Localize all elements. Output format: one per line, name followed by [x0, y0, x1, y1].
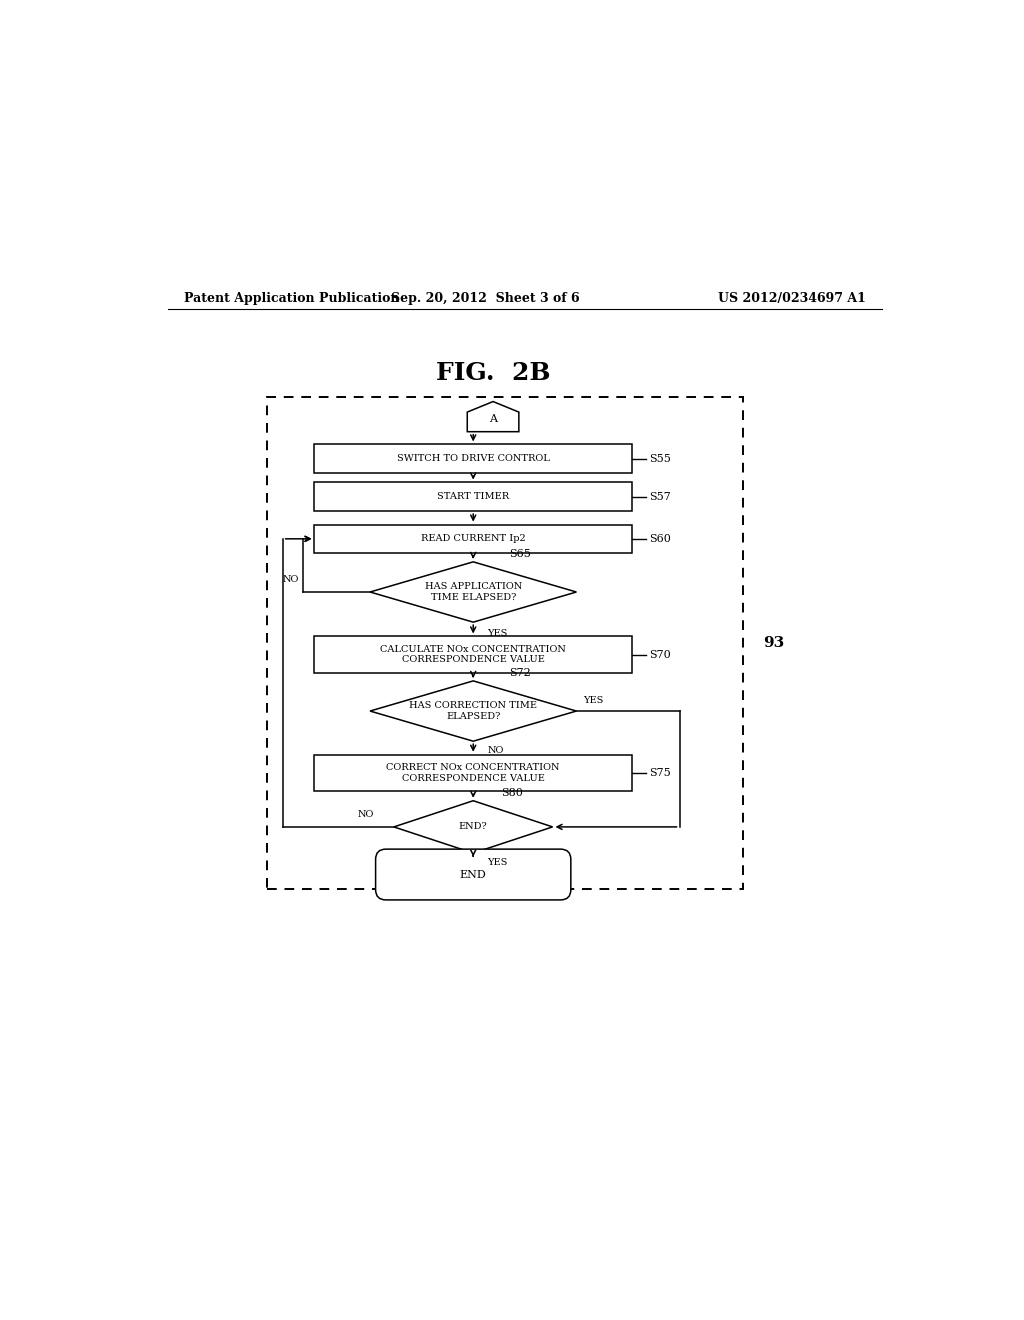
Text: Sep. 20, 2012  Sheet 3 of 6: Sep. 20, 2012 Sheet 3 of 6	[391, 292, 580, 305]
Text: S80: S80	[501, 788, 523, 797]
Text: 93: 93	[763, 636, 784, 649]
Text: HAS CORRECTION TIME
ELAPSED?: HAS CORRECTION TIME ELAPSED?	[410, 701, 538, 721]
Text: NO: NO	[357, 810, 374, 818]
Text: S57: S57	[649, 492, 671, 502]
Text: NO: NO	[283, 576, 299, 583]
Text: READ CURRENT Ip2: READ CURRENT Ip2	[421, 535, 525, 544]
Text: S55: S55	[649, 454, 672, 463]
FancyBboxPatch shape	[314, 483, 632, 511]
Text: YES: YES	[487, 858, 508, 867]
Text: US 2012/0234697 A1: US 2012/0234697 A1	[718, 292, 866, 305]
Text: S72: S72	[509, 668, 531, 677]
Polygon shape	[394, 801, 553, 853]
Text: S65: S65	[509, 549, 531, 558]
FancyBboxPatch shape	[314, 755, 632, 791]
Text: YES: YES	[487, 628, 508, 638]
Polygon shape	[370, 681, 577, 742]
Text: HAS APPLICATION
TIME ELAPSED?: HAS APPLICATION TIME ELAPSED?	[425, 582, 522, 602]
FancyBboxPatch shape	[314, 524, 632, 553]
Polygon shape	[467, 401, 519, 432]
Text: A: A	[489, 414, 497, 424]
Polygon shape	[370, 562, 577, 622]
Text: START TIMER: START TIMER	[437, 492, 509, 502]
Text: END: END	[460, 870, 486, 879]
Text: FIG.  2B: FIG. 2B	[436, 360, 550, 385]
Text: S70: S70	[649, 649, 671, 660]
Text: SWITCH TO DRIVE CONTROL: SWITCH TO DRIVE CONTROL	[396, 454, 550, 463]
Text: S75: S75	[649, 768, 671, 777]
Text: END?: END?	[459, 822, 487, 832]
Text: Patent Application Publication: Patent Application Publication	[183, 292, 399, 305]
FancyBboxPatch shape	[376, 849, 570, 900]
FancyBboxPatch shape	[314, 445, 632, 473]
Text: S60: S60	[649, 533, 672, 544]
FancyBboxPatch shape	[314, 636, 632, 673]
Text: YES: YES	[583, 696, 603, 705]
Text: CALCULATE NOx CONCENTRATION
CORRESPONDENCE VALUE: CALCULATE NOx CONCENTRATION CORRESPONDEN…	[380, 645, 566, 664]
Text: NO: NO	[487, 746, 504, 755]
Text: CORRECT NOx CONCENTRATION
CORRESPONDENCE VALUE: CORRECT NOx CONCENTRATION CORRESPONDENCE…	[386, 763, 560, 783]
